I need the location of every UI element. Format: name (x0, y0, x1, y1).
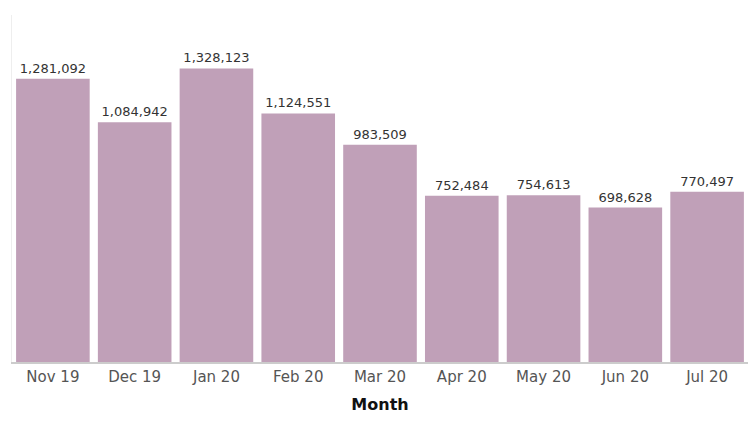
svg-text:May 20: May 20 (516, 368, 571, 386)
svg-text:983,509: 983,509 (353, 127, 407, 142)
svg-text:1,124,551: 1,124,551 (265, 95, 331, 110)
svg-text:698,628: 698,628 (598, 190, 652, 205)
svg-text:Month: Month (351, 395, 408, 414)
svg-text:Jun 20: Jun 20 (601, 368, 649, 386)
svg-text:1,328,123: 1,328,123 (183, 50, 249, 65)
svg-text:Jan 20: Jan 20 (192, 368, 240, 386)
svg-text:Dec 19: Dec 19 (108, 368, 161, 386)
svg-text:Nov 19: Nov 19 (26, 368, 79, 386)
svg-text:Apr 20: Apr 20 (437, 368, 487, 386)
svg-text:Mar 20: Mar 20 (354, 368, 406, 386)
svg-text:1,084,942: 1,084,942 (102, 104, 168, 119)
svg-text:770,497: 770,497 (680, 174, 734, 189)
svg-text:754,613: 754,613 (517, 177, 571, 192)
svg-text:752,484: 752,484 (435, 178, 489, 193)
svg-text:Feb 20: Feb 20 (273, 368, 323, 386)
svg-text:1,281,092: 1,281,092 (20, 61, 86, 76)
svg-text:Jul 20: Jul 20 (685, 368, 728, 386)
